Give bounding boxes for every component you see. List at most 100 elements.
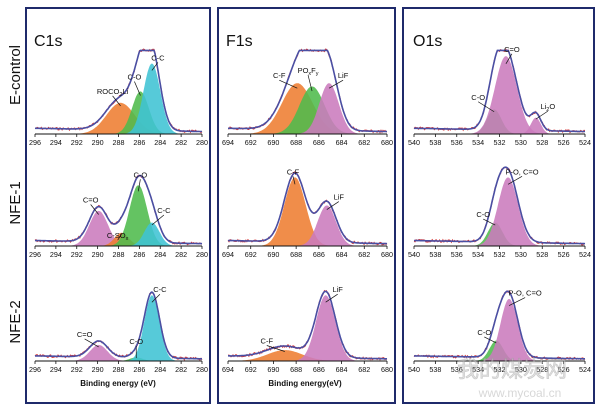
label-leader xyxy=(535,110,549,120)
fit-envelope-line xyxy=(227,172,388,245)
x-tick-label: 534 xyxy=(472,250,484,259)
peak-label: C-F xyxy=(273,71,286,80)
x-tick-label: 680 xyxy=(381,365,393,374)
x-tick-label: 536 xyxy=(451,365,463,374)
x-tick-label: 528 xyxy=(536,365,548,374)
x-tick-label: 280 xyxy=(196,138,208,147)
x-tick-label: 526 xyxy=(558,365,570,374)
spectrum-c1s-nfe-1: 296 294 292 290 288 286 284 282 280 C=O C-SOx C-O C-… xyxy=(29,170,208,259)
spectra: 296 294 292 290 288 286 284 282 280 ROCO2Li C-O C-C… xyxy=(29,45,591,374)
x-tick-label: 538 xyxy=(429,250,441,259)
x-tick-label: 294 xyxy=(50,250,62,259)
x-tick-label: 526 xyxy=(558,138,570,147)
fit-envelope-line xyxy=(414,49,585,133)
x-tick-label: 540 xyxy=(408,365,420,374)
row-labels: E-control NFE-1 NFE-2 xyxy=(7,45,24,344)
panel-frames xyxy=(25,7,595,404)
x-tick-label: 534 xyxy=(472,138,484,147)
x-tick-label: 534 xyxy=(472,365,484,374)
label-leader xyxy=(134,81,141,96)
x-tick-label: 538 xyxy=(429,365,441,374)
x-tick-label: 540 xyxy=(408,138,420,147)
watermark-url: www.mycoal.cn xyxy=(478,386,562,400)
panel-title-c1s: C1s xyxy=(34,33,62,50)
label-leader xyxy=(307,75,313,92)
x-tick-label: 686 xyxy=(313,138,325,147)
peak-lif xyxy=(228,295,387,361)
x-tick-label: 280 xyxy=(196,250,208,259)
x-tick-label: 284 xyxy=(154,138,166,147)
peak-label: POxFy xyxy=(298,66,319,77)
peak-label: C-O xyxy=(477,328,491,337)
peak-label: C-C xyxy=(151,53,165,62)
x-tick-label: 692 xyxy=(245,250,257,259)
watermark: 我的煤炭网 www.mycoal.cn xyxy=(457,357,568,400)
x-tick-label: 532 xyxy=(494,250,506,259)
x-tick-label: 694 xyxy=(222,365,234,374)
spectrum-f1s-e-control: 694 692 690 688 686 684 682 680 C-F POxFy LiF xyxy=(222,48,393,147)
panel-title-f1s: F1s xyxy=(226,33,253,50)
label-leader xyxy=(112,95,121,107)
peak-label: C=O xyxy=(77,330,93,339)
peak-label: ROCO2Li xyxy=(97,87,129,98)
fit-envelope-line xyxy=(34,174,203,245)
label-leader xyxy=(508,297,526,306)
x-tick-label: 524 xyxy=(579,365,591,374)
raw-data-line xyxy=(34,291,203,361)
x-tick-label: 292 xyxy=(71,138,83,147)
x-tick-label: 286 xyxy=(133,365,145,374)
x-tick-label: 528 xyxy=(536,138,548,147)
label-leader xyxy=(325,293,338,303)
x-tick-label: 692 xyxy=(245,138,257,147)
spectrum-panel-f1s: 694 692 690 688 686 684 682 680 C-F POxFy LiF 694 69… xyxy=(222,48,393,374)
peak-label: Li2O xyxy=(540,102,555,113)
label-leader xyxy=(151,62,159,71)
x-tick-label: 688 xyxy=(290,138,302,147)
x-tick-label: 288 xyxy=(113,138,125,147)
x-tick-label: 694 xyxy=(222,138,234,147)
spectrum-panel-o1s: 540 538 536 534 532 530 528 526 524C-OC=OLi2O540… xyxy=(408,45,591,374)
peak-label: C-O xyxy=(471,93,485,102)
peak-label: C-O xyxy=(128,73,142,82)
spectrum-o1s-nfe-1: 540 538 536 534 532 530 528 526 524 C-O P-O, C=O xyxy=(408,166,591,259)
label-leader xyxy=(266,345,285,352)
label-leader xyxy=(328,79,344,89)
label-leader xyxy=(292,176,296,185)
peak-c-f xyxy=(228,177,387,246)
peak-label: P-O, C=O xyxy=(505,167,538,176)
fit-envelope-line xyxy=(413,166,586,245)
x-tick-label: 530 xyxy=(515,365,527,374)
x-tick-label: 690 xyxy=(267,138,279,147)
x-tick-label: 288 xyxy=(113,365,125,374)
label-leader xyxy=(117,233,122,241)
peak-label: LiF xyxy=(332,285,343,294)
spectrum-panel-c1s: 296 294 292 290 288 286 284 282 280 ROCO2Li C-O C-C… xyxy=(29,48,208,374)
panel-frame-f1s xyxy=(217,7,396,404)
x-axis-labels: Binding energy (eV) Binding energy(eV) xyxy=(80,379,342,388)
x-tick-label: 296 xyxy=(29,365,41,374)
row-label-nfe-1: NFE-1 xyxy=(7,181,24,224)
x-tick-label: 682 xyxy=(358,250,370,259)
spectrum-f1s-nfe-1: 694 692 690 688 686 684 682 680 C-F LiF xyxy=(222,167,393,259)
spectrum-c1s-e-control: 296 294 292 290 288 286 284 282 280 ROCO2Li C-O C-C xyxy=(29,48,208,147)
spectrum-c1s-nfe-2: 296 294 292 290 288 286 284 282 280 C=O C-O C-C xyxy=(29,285,208,374)
x-tick-label: 686 xyxy=(313,365,325,374)
label-leader xyxy=(151,293,161,303)
x-tick-label: 536 xyxy=(451,138,463,147)
x-tick-label: 286 xyxy=(133,250,145,259)
peak-label: C-O xyxy=(476,210,490,219)
row-label-e-control: E-control xyxy=(7,45,24,105)
peak-li2o xyxy=(414,117,585,134)
label-leader xyxy=(151,214,165,226)
peak-label: C-O xyxy=(129,337,143,346)
x-tick-label: 296 xyxy=(29,250,41,259)
x-tick-label: 290 xyxy=(92,138,104,147)
x-tick-label: 690 xyxy=(267,250,279,259)
x-tick-label: 538 xyxy=(429,138,441,147)
x-tick-label: 684 xyxy=(336,138,348,147)
x-tick-label: 694 xyxy=(222,250,234,259)
peak-c-f xyxy=(228,350,387,361)
x-tick-label: 282 xyxy=(175,138,187,147)
x-tick-label: 290 xyxy=(92,365,104,374)
x-tick-label: 280 xyxy=(196,365,208,374)
